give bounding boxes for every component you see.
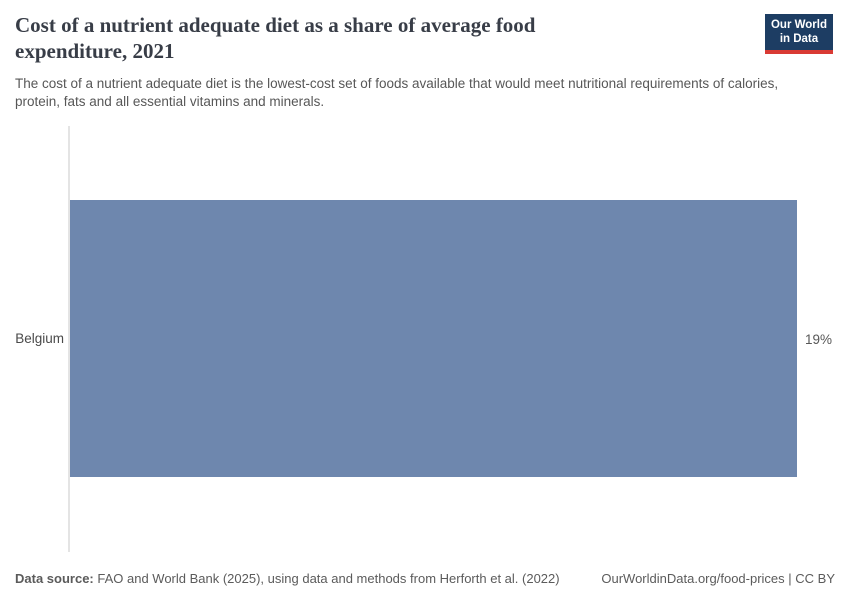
bar-belgium[interactable] [70,200,797,477]
owid-logo-line-2: in Data [779,32,819,45]
data-source-text: FAO and World Bank (2025), using data an… [93,571,560,586]
owid-logo: Our World in Data [764,14,833,54]
chart-title-line-2: expenditure, 2021 [15,39,175,63]
chart-title: Cost of a nutrient adequate diet as a sh… [15,12,715,64]
entity-label-belgium: Belgium [15,331,64,346]
chart-footer: Data source: FAO and World Bank (2025), … [15,571,835,587]
license-link[interactable]: OurWorldinData.org/food-prices | CC BY [601,571,835,586]
data-source-label: Data source: [15,571,94,586]
value-label-belgium: 19% [805,332,833,347]
chart-title-line-1: Cost of a nutrient adequate diet as a sh… [15,13,536,37]
owid-logo-line-1: Our World [770,19,827,31]
chart-subtitle: The cost of a nutrient adequate diet is … [15,76,779,109]
y-axis-line [68,126,70,552]
data-source-note: Data source: FAO and World Bank (2025), … [15,571,560,587]
